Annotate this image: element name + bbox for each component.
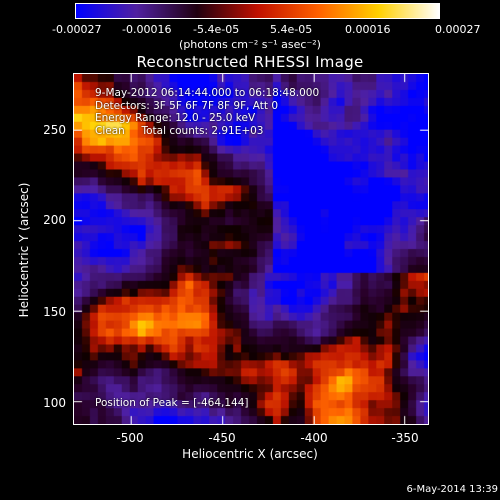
time-range: 9-May-2012 06:14:44.000 to 06:18:48.000 [95, 87, 320, 99]
colorbar-units: (photons cm⁻² s⁻¹ asec⁻²) [179, 38, 321, 51]
colorbar-tick-label: -0.00027 [52, 23, 102, 36]
x-tick-label: -500 [116, 431, 144, 445]
reconstructed-image [74, 74, 428, 424]
timestamp: 6-May-2014 13:39 [406, 484, 498, 495]
peak-position: Position of Peak = [-464,144] [95, 397, 249, 409]
colorbar-tick-label: 5.4e-05 [270, 23, 313, 36]
y-tick-label: 100 [43, 396, 66, 410]
x-tick-label: -400 [300, 431, 328, 445]
y-axis-label: Heliocentric Y (arcsec) [17, 182, 31, 318]
colorbar-tick-label: 0.00027 [435, 23, 481, 36]
x-axis-label: Heliocentric X (arcsec) [182, 447, 318, 461]
energy-range: Energy Range: 12.0 - 25.0 keV [95, 112, 256, 124]
colorbar [75, 3, 440, 19]
detectors: Detectors: 3F 5F 6F 7F 8F 9F, Att 0 [95, 99, 279, 112]
x-tick-label: -350 [391, 431, 419, 445]
y-tick-label: 150 [43, 305, 66, 319]
colorbar-tick-label: 0.00016 [345, 23, 391, 36]
colorbar-tick-label: -0.00016 [122, 23, 172, 36]
x-tick-label: -450 [208, 431, 236, 445]
clean-info: Clean Total counts: 2.91E+03 [95, 124, 264, 137]
info-block: 9-May-2012 06:14:44.000 to 06:18:48.000 … [95, 87, 319, 137]
y-tick-label: 250 [43, 123, 66, 137]
plot-title: Reconstructed RHESSI Image [136, 53, 364, 71]
colorbar-tick-label: -5.4e-05 [193, 23, 240, 36]
y-tick-label: 200 [43, 213, 66, 227]
image-plot [73, 73, 429, 425]
